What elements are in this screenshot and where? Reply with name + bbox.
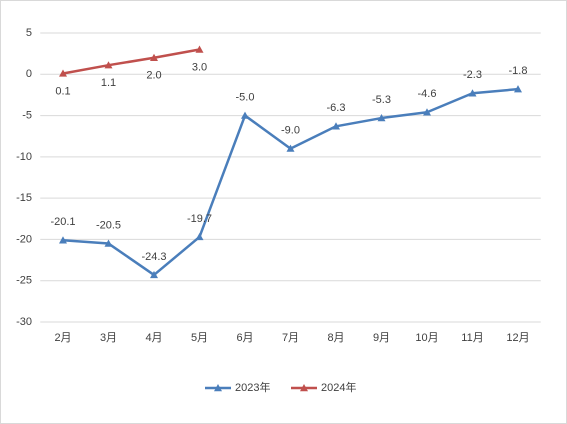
point-marker xyxy=(150,270,158,279)
legend-marker xyxy=(214,384,222,392)
point-marker xyxy=(59,69,67,77)
y-tick-label: -10 xyxy=(16,151,32,163)
data-label: -24.3 xyxy=(141,251,166,263)
x-tick-label: 9月 xyxy=(373,332,390,344)
point-marker xyxy=(423,108,431,116)
data-label: -20.1 xyxy=(50,216,75,228)
y-tick-label: -20 xyxy=(16,233,32,245)
series-line xyxy=(62,48,200,75)
x-tick-label: 2月 xyxy=(54,332,71,344)
x-tick-label: 4月 xyxy=(145,332,162,344)
data-label: -19.7 xyxy=(187,213,212,225)
legend-label: 2023年 xyxy=(235,380,270,394)
data-label: 3.0 xyxy=(192,61,207,73)
point-marker xyxy=(514,85,522,93)
x-tick-label: 10月 xyxy=(415,332,438,344)
data-label: -4.6 xyxy=(418,88,437,100)
point-marker xyxy=(104,239,113,247)
point-marker xyxy=(195,45,204,53)
point-marker xyxy=(59,236,67,244)
data-label: -9.0 xyxy=(281,125,300,137)
data-label: -1.8 xyxy=(509,65,528,77)
data-label: -5.0 xyxy=(236,91,255,103)
data-label: -2.3 xyxy=(463,69,482,81)
y-tick-label: 5 xyxy=(26,27,32,39)
y-tick-label: 0 xyxy=(26,68,32,80)
data-label: 0.1 xyxy=(55,85,70,97)
point-marker xyxy=(468,89,477,97)
point-marker xyxy=(332,122,340,130)
point-marker xyxy=(150,53,158,61)
y-tick-label: -5 xyxy=(22,109,32,121)
data-label: -6.3 xyxy=(327,102,346,114)
y-tick-label: -25 xyxy=(16,275,32,287)
point-marker xyxy=(195,232,204,241)
point-marker xyxy=(104,61,113,69)
y-tick-label: -30 xyxy=(16,316,32,328)
x-tick-label: 5月 xyxy=(191,332,208,344)
data-label: 2.0 xyxy=(146,70,161,82)
x-tick-label: 3月 xyxy=(100,332,117,344)
point-marker xyxy=(241,111,249,119)
legend-marker xyxy=(300,384,308,392)
point-marker xyxy=(286,144,295,152)
x-tick-label: 7月 xyxy=(282,332,299,344)
x-tick-label: 11月 xyxy=(461,332,483,344)
data-label: -5.3 xyxy=(372,94,391,106)
data-label: -20.5 xyxy=(96,219,121,231)
x-tick-label: 12月 xyxy=(506,332,529,344)
legend-label: 2024年 xyxy=(321,380,356,394)
x-tick-label: 6月 xyxy=(236,332,253,344)
point-marker xyxy=(377,114,386,122)
data-label: 1.1 xyxy=(101,77,116,89)
x-tick-label: 8月 xyxy=(327,332,344,344)
y-tick-label: -15 xyxy=(16,192,32,204)
